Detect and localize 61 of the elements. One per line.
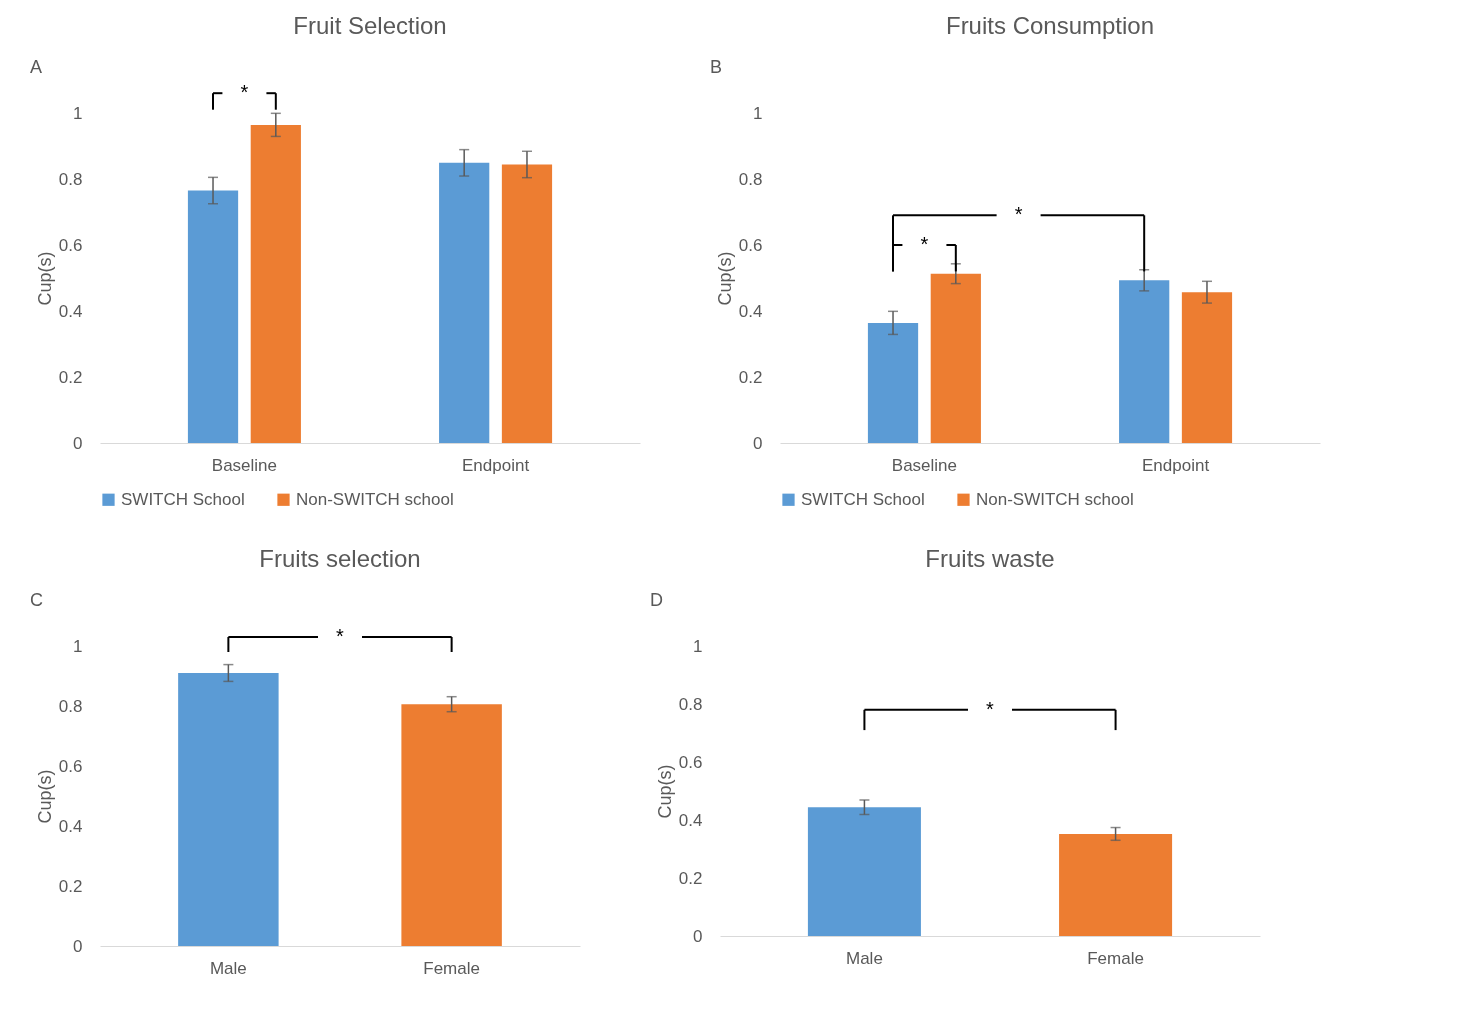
x-tick-label: Endpoint xyxy=(462,455,530,475)
bar xyxy=(1181,292,1233,443)
x-tick-label: Female xyxy=(1087,948,1144,968)
x-tick-label: Baseline xyxy=(891,455,958,475)
text: * xyxy=(240,81,249,104)
y-tick-label: 0.2 xyxy=(58,876,83,896)
chart-title: Fruit Selection xyxy=(293,12,447,39)
y-tick-label: 1 xyxy=(753,103,763,123)
y-tick-label: 0 xyxy=(753,433,763,453)
y-axis-title: Cup(s) xyxy=(714,251,735,306)
y-tick-label: 0.6 xyxy=(738,235,763,255)
y-tick-label: 0.4 xyxy=(58,301,83,321)
text: A xyxy=(30,57,43,77)
x-tick-label: Baseline xyxy=(211,455,278,475)
x-tick-label: Female xyxy=(423,958,480,978)
legend-label: Non-SWITCH school xyxy=(296,489,454,509)
y-tick-label: 0.8 xyxy=(678,694,703,714)
x-tick-label: Male xyxy=(209,958,247,978)
bar xyxy=(187,190,239,443)
text: C xyxy=(30,590,43,610)
text: B xyxy=(710,57,723,77)
y-tick-label: 0 xyxy=(693,926,703,946)
y-tick-label: 0 xyxy=(73,936,83,956)
chart-title: Fruits waste xyxy=(925,545,1055,572)
legend-label: SWITCH School xyxy=(121,489,245,509)
x-tick-label: Endpoint xyxy=(1142,455,1210,475)
y-tick-label: 0.4 xyxy=(58,816,83,836)
y-tick-label: 0.8 xyxy=(58,696,83,716)
y-tick-label: 0 xyxy=(73,433,83,453)
x-tick-label: Male xyxy=(845,948,883,968)
y-tick-label: 0.2 xyxy=(738,367,763,387)
chart-title: Fruits selection xyxy=(259,545,421,572)
y-tick-label: 0.4 xyxy=(678,810,703,830)
bar xyxy=(930,273,981,443)
y-tick-label: 0.2 xyxy=(58,367,83,387)
y-tick-label: 0.6 xyxy=(58,235,83,255)
legend-label: SWITCH School xyxy=(801,489,925,509)
y-tick-label: 0.4 xyxy=(738,301,763,321)
y-tick-label: 0.2 xyxy=(678,868,703,888)
y-tick-label: 1 xyxy=(73,636,83,656)
bar xyxy=(501,164,553,443)
annotation: * xyxy=(336,625,345,647)
y-axis-title: Cup(s) xyxy=(34,769,55,824)
y-axis-title: Cup(s) xyxy=(654,764,675,819)
annotation: * xyxy=(920,233,929,255)
y-tick-label: 1 xyxy=(693,636,703,656)
legend-label: Non-SWITCH school xyxy=(976,489,1134,509)
y-axis-title: Cup(s) xyxy=(34,251,55,306)
y-tick-label: 0.8 xyxy=(738,169,763,189)
y-tick-label: 0.8 xyxy=(58,169,83,189)
annotation: * xyxy=(1014,203,1023,226)
y-tick-label: 0.6 xyxy=(678,752,703,772)
y-tick-label: 1 xyxy=(73,103,83,123)
annotation: * xyxy=(986,697,995,720)
bar xyxy=(867,322,919,443)
bar xyxy=(1119,280,1170,443)
bar xyxy=(439,162,490,443)
bar xyxy=(250,124,301,443)
y-tick-label: 0.6 xyxy=(58,756,83,776)
chart-title: Fruits Consumption xyxy=(945,12,1155,39)
text: D xyxy=(650,590,663,610)
